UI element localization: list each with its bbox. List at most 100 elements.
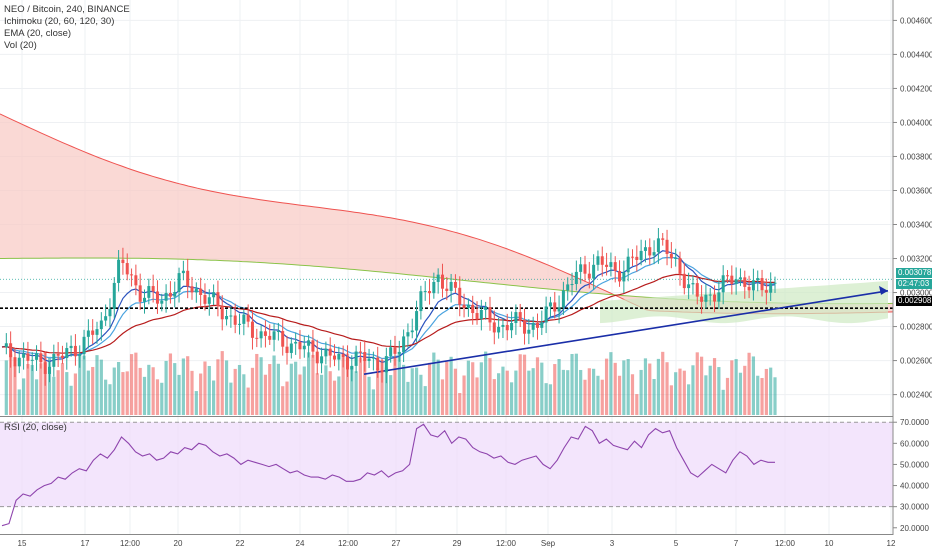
volume-bar xyxy=(687,384,691,415)
candle-body xyxy=(268,335,272,340)
candle-body xyxy=(48,366,52,374)
volume-bar xyxy=(432,352,436,415)
candle-body xyxy=(242,314,246,324)
candle-body xyxy=(39,353,43,363)
candle-body xyxy=(250,321,254,338)
volume-bar xyxy=(134,352,138,415)
volume-bar xyxy=(773,377,777,415)
rsi-y-tick-label: 20.0000 xyxy=(900,524,929,533)
volume-bar xyxy=(151,367,155,415)
volume-bar xyxy=(445,361,449,415)
volume-bar xyxy=(518,354,522,415)
line-price-tag: 0.002908 xyxy=(896,296,932,306)
candle-body xyxy=(91,330,95,335)
candle-body xyxy=(65,348,69,358)
volume-bar xyxy=(600,379,604,415)
volume-bar xyxy=(34,379,39,415)
candle-body xyxy=(423,291,427,293)
volume-bar xyxy=(427,362,432,415)
volume-bar xyxy=(250,367,255,415)
volume-bar xyxy=(535,357,540,415)
volume-bar xyxy=(699,356,704,415)
candle-body xyxy=(52,353,56,367)
volume-bar xyxy=(173,363,177,415)
candle-body xyxy=(682,273,686,289)
volume-bar xyxy=(544,383,548,415)
legend-ema[interactable]: EMA (20, close) xyxy=(4,28,72,39)
candle-body xyxy=(553,302,557,312)
volume-bar xyxy=(56,370,60,415)
candle-body xyxy=(458,287,462,305)
candle-body xyxy=(751,280,755,291)
volume-bar xyxy=(402,364,406,415)
y-tick-label: 0.004200 xyxy=(900,84,932,93)
candle-body xyxy=(488,307,492,323)
candle-body xyxy=(86,330,90,337)
volume-bar xyxy=(548,384,553,415)
candle-body xyxy=(35,353,39,360)
rsi-y-tick-label: 60.0000 xyxy=(900,439,929,448)
volume-bar xyxy=(367,376,371,415)
volume-bar xyxy=(129,354,134,415)
x-tick-label: 12:00 xyxy=(120,539,141,548)
candle-body xyxy=(570,284,574,286)
volume-bar xyxy=(665,362,669,415)
volume-bar xyxy=(509,382,514,415)
legend-ichimoku[interactable]: Ichimoku (20, 60, 120, 30) xyxy=(4,16,115,27)
candle-body xyxy=(540,322,544,328)
candle-body xyxy=(350,365,354,370)
legend-rsi[interactable]: RSI (20, close) xyxy=(4,422,67,433)
candle-body xyxy=(561,290,565,308)
volume-bar xyxy=(376,368,380,415)
y-tick-label: 0.004000 xyxy=(900,118,932,127)
candle-body xyxy=(393,347,397,354)
candle-body xyxy=(557,307,561,312)
volume-bar xyxy=(207,365,211,415)
legend-vol[interactable]: Vol (20) xyxy=(4,40,37,51)
candle-body xyxy=(445,288,449,291)
rsi-pane xyxy=(0,421,893,527)
candle-body xyxy=(26,353,30,361)
candle-body xyxy=(56,353,60,356)
rsi-band xyxy=(0,422,893,507)
candle-body xyxy=(669,253,673,259)
volume-bar xyxy=(337,376,341,415)
candle-body xyxy=(294,341,298,344)
volume-bar xyxy=(229,382,233,415)
candle-body xyxy=(117,259,121,283)
volume-bar xyxy=(414,367,419,415)
volume-bar xyxy=(363,358,367,415)
candle-body xyxy=(315,351,319,364)
volume-bar xyxy=(423,386,427,415)
volume-bar xyxy=(160,382,164,415)
candle-body xyxy=(134,275,138,286)
x-tick-label: 12 xyxy=(887,539,896,548)
volume-bar xyxy=(91,366,95,415)
volume-bar xyxy=(678,368,682,415)
volume-bar xyxy=(104,379,108,415)
volume-bar xyxy=(294,361,298,415)
candle-body xyxy=(678,258,682,274)
candle-body xyxy=(462,304,466,309)
legend-title[interactable]: NEO / Bitcoin, 240, BINANCE xyxy=(4,4,130,15)
volume-bar xyxy=(203,361,207,415)
candle-body xyxy=(622,272,626,282)
volume-bar xyxy=(669,385,673,415)
volume-bar xyxy=(453,368,458,415)
candle-body xyxy=(389,347,393,357)
volume-bar xyxy=(656,358,661,415)
rsi-y-tick-label: 70.0000 xyxy=(900,418,929,427)
x-tick-label: 27 xyxy=(392,539,401,548)
volume-bar xyxy=(389,375,393,415)
volume-bar xyxy=(86,370,90,415)
volume-bar xyxy=(26,363,30,415)
volume-bar xyxy=(224,360,229,415)
x-tick-label: 12:00 xyxy=(775,539,796,548)
volume-bar xyxy=(561,369,565,415)
kijun-line xyxy=(1,273,775,354)
volume-bar xyxy=(643,358,648,415)
volume-bar xyxy=(475,377,479,415)
candle-body xyxy=(164,292,168,301)
candle-body xyxy=(769,283,773,293)
